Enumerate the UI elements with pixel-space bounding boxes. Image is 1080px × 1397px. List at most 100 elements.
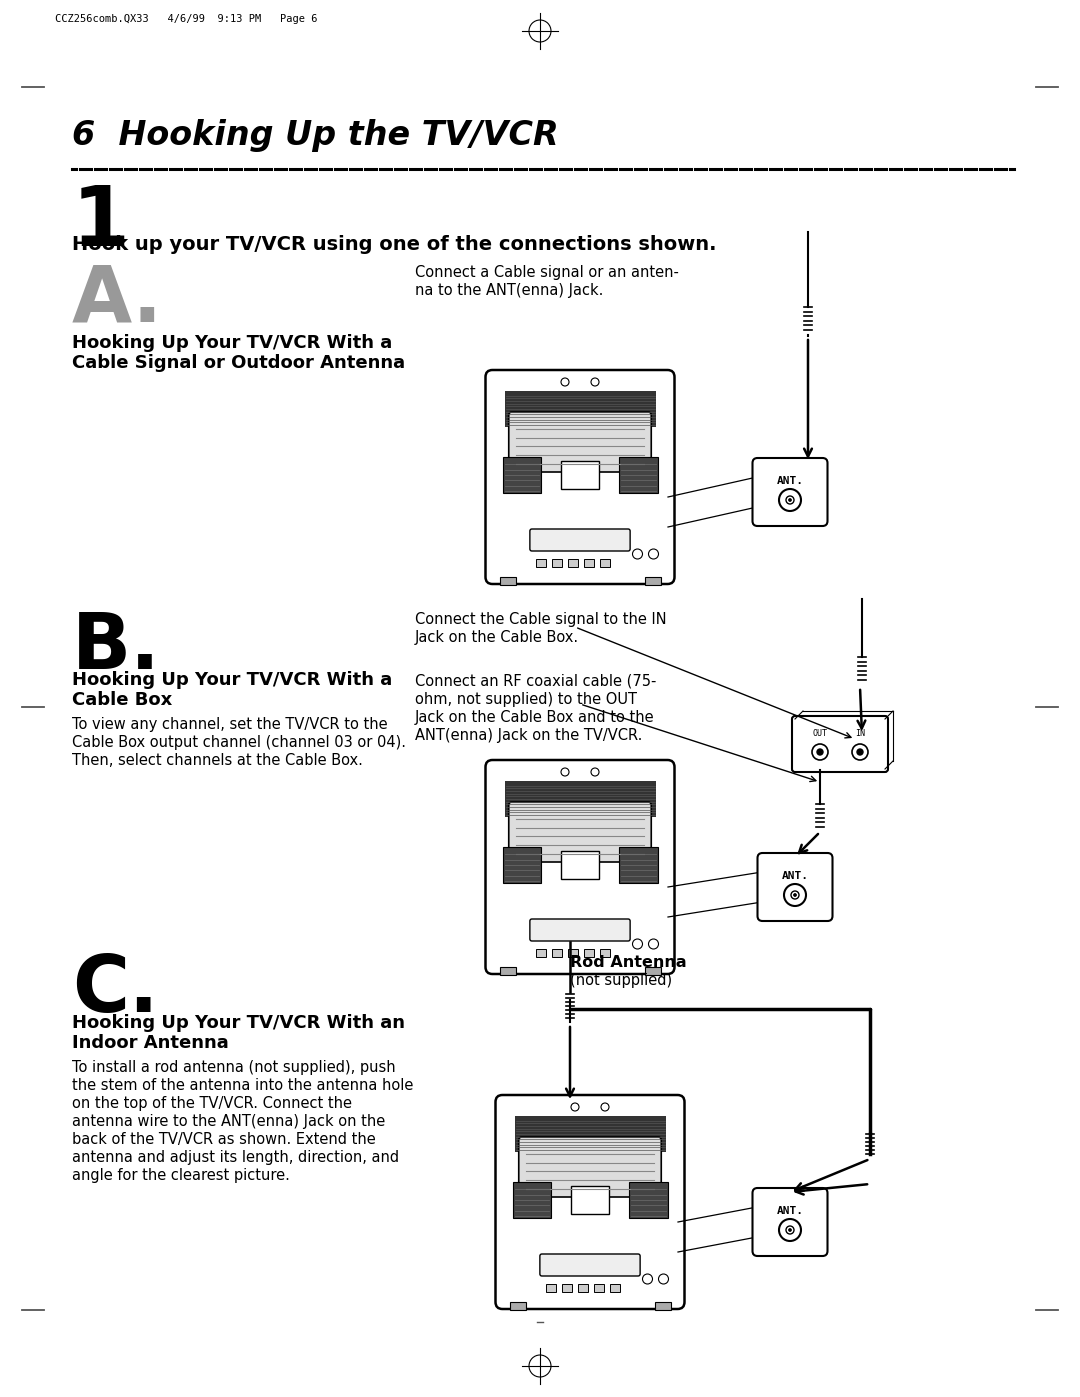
Text: Jack on the Cable Box and to the: Jack on the Cable Box and to the: [415, 710, 654, 725]
Text: ANT(enna) Jack on the TV/VCR.: ANT(enna) Jack on the TV/VCR.: [415, 728, 643, 743]
Circle shape: [786, 1227, 794, 1234]
Text: 1: 1: [72, 182, 130, 263]
Text: Cable Signal or Outdoor Antenna: Cable Signal or Outdoor Antenna: [72, 353, 405, 372]
Circle shape: [788, 1228, 792, 1232]
Text: Connect a Cable signal or an anten-: Connect a Cable signal or an anten-: [415, 265, 679, 279]
Text: (not supplied): (not supplied): [570, 972, 672, 988]
Text: B.: B.: [72, 609, 161, 685]
Circle shape: [648, 939, 659, 949]
Circle shape: [643, 1274, 652, 1284]
Bar: [510, 1302, 526, 1310]
Bar: [654, 1302, 671, 1310]
FancyBboxPatch shape: [509, 802, 651, 862]
Bar: [594, 1284, 604, 1292]
Circle shape: [600, 1104, 609, 1111]
Text: Connect the Cable signal to the IN: Connect the Cable signal to the IN: [415, 612, 666, 627]
FancyBboxPatch shape: [518, 1137, 661, 1197]
Bar: [610, 1284, 620, 1292]
Text: 6  Hooking Up the TV/VCR: 6 Hooking Up the TV/VCR: [72, 119, 558, 152]
FancyBboxPatch shape: [530, 529, 630, 550]
Text: Then, select channels at the Cable Box.: Then, select channels at the Cable Box.: [72, 753, 363, 768]
FancyBboxPatch shape: [753, 1187, 827, 1256]
Bar: [584, 949, 594, 957]
Circle shape: [659, 1274, 669, 1284]
FancyBboxPatch shape: [753, 458, 827, 527]
Text: Hook up your TV/VCR using one of the connections shown.: Hook up your TV/VCR using one of the con…: [72, 235, 716, 254]
Text: A.: A.: [72, 263, 163, 338]
Bar: [546, 1284, 556, 1292]
Text: OUT: OUT: [812, 729, 827, 738]
Bar: [499, 967, 515, 975]
Bar: [499, 577, 515, 585]
FancyBboxPatch shape: [530, 919, 630, 942]
Bar: [537, 949, 546, 957]
Bar: [563, 1284, 572, 1292]
Circle shape: [816, 749, 823, 754]
FancyBboxPatch shape: [496, 1095, 685, 1309]
Text: ANT.: ANT.: [777, 1206, 804, 1215]
Text: C.: C.: [72, 951, 159, 1028]
Bar: [619, 457, 658, 493]
Bar: [514, 1116, 665, 1153]
Circle shape: [788, 499, 792, 502]
Text: Indoor Antenna: Indoor Antenna: [72, 1034, 229, 1052]
Text: antenna and adjust its length, direction, and: antenna and adjust its length, direction…: [72, 1150, 400, 1165]
Circle shape: [786, 496, 794, 504]
Bar: [629, 1182, 667, 1218]
Circle shape: [852, 745, 868, 760]
Circle shape: [648, 549, 659, 559]
FancyBboxPatch shape: [757, 854, 833, 921]
Circle shape: [794, 894, 797, 897]
Text: Hooking Up Your TV/VCR With a: Hooking Up Your TV/VCR With a: [72, 671, 392, 689]
Bar: [645, 577, 661, 585]
Bar: [552, 559, 563, 567]
Circle shape: [591, 379, 599, 386]
Text: CCZ256comb.QX33   4/6/99  9:13 PM   Page 6: CCZ256comb.QX33 4/6/99 9:13 PM Page 6: [55, 14, 318, 24]
Text: angle for the clearest picture.: angle for the clearest picture.: [72, 1168, 289, 1183]
Bar: [568, 949, 578, 957]
Bar: [537, 559, 546, 567]
Circle shape: [561, 768, 569, 775]
Text: back of the TV/VCR as shown. Extend the: back of the TV/VCR as shown. Extend the: [72, 1132, 376, 1147]
Text: antenna wire to the ANT(enna) Jack on the: antenna wire to the ANT(enna) Jack on th…: [72, 1113, 386, 1129]
Bar: [619, 847, 658, 883]
Text: Hooking Up Your TV/VCR With a: Hooking Up Your TV/VCR With a: [72, 334, 392, 352]
Text: Rod Antenna: Rod Antenna: [570, 956, 687, 970]
Text: To install a rod antenna (not supplied), push: To install a rod antenna (not supplied),…: [72, 1060, 395, 1076]
Bar: [561, 851, 599, 879]
Bar: [561, 461, 599, 489]
Text: na to the ANT(enna) Jack.: na to the ANT(enna) Jack.: [415, 284, 604, 298]
Bar: [645, 967, 661, 975]
Circle shape: [561, 379, 569, 386]
FancyBboxPatch shape: [509, 412, 651, 472]
Bar: [570, 1186, 609, 1214]
Text: ohm, not supplied) to the OUT: ohm, not supplied) to the OUT: [415, 692, 637, 707]
Circle shape: [858, 749, 863, 754]
Circle shape: [784, 884, 806, 907]
Text: Connect an RF coaxial cable (75-: Connect an RF coaxial cable (75-: [415, 673, 657, 689]
Circle shape: [812, 745, 828, 760]
Circle shape: [529, 20, 551, 42]
FancyBboxPatch shape: [792, 717, 888, 773]
Bar: [552, 949, 563, 957]
Text: To view any channel, set the TV/VCR to the: To view any channel, set the TV/VCR to t…: [72, 717, 388, 732]
Circle shape: [571, 1104, 579, 1111]
Bar: [584, 559, 594, 567]
Circle shape: [779, 1220, 801, 1241]
Circle shape: [791, 891, 799, 900]
Bar: [504, 781, 656, 817]
Bar: [504, 391, 656, 427]
Bar: [513, 1182, 551, 1218]
FancyBboxPatch shape: [540, 1255, 640, 1275]
FancyBboxPatch shape: [486, 370, 675, 584]
Circle shape: [591, 768, 599, 775]
Text: on the top of the TV/VCR. Connect the: on the top of the TV/VCR. Connect the: [72, 1097, 352, 1111]
Text: the stem of the antenna into the antenna hole: the stem of the antenna into the antenna…: [72, 1078, 414, 1092]
Text: Cable Box output channel (channel 03 or 04).: Cable Box output channel (channel 03 or …: [72, 735, 406, 750]
Bar: [502, 847, 541, 883]
Circle shape: [779, 489, 801, 511]
FancyBboxPatch shape: [486, 760, 675, 974]
Bar: [568, 559, 578, 567]
Text: Jack on the Cable Box.: Jack on the Cable Box.: [415, 630, 579, 645]
Bar: [578, 1284, 589, 1292]
